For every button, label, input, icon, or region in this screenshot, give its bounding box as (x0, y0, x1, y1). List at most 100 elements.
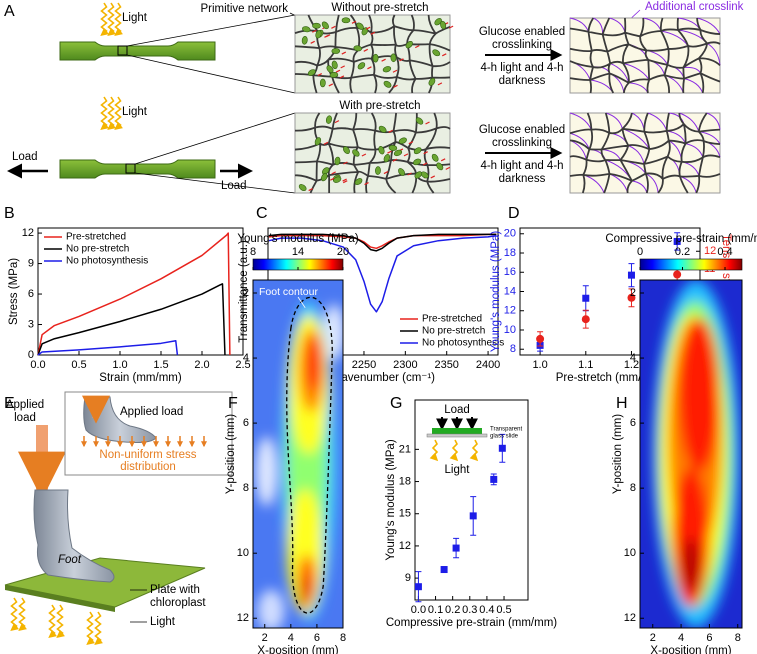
label: 4-h light and 4-h (480, 62, 563, 74)
light-arrow (107, 96, 116, 130)
glucose (340, 65, 345, 69)
plot-frame (252, 279, 344, 629)
y-tick-label: 2 (630, 287, 636, 299)
glucose (408, 141, 414, 145)
label: Load (12, 151, 38, 163)
label: crosslinking (492, 39, 552, 51)
point (440, 566, 448, 574)
colorbar-label: Young's modulus (MPa) (237, 233, 358, 245)
glucose (425, 121, 430, 125)
chloroplast (321, 21, 329, 30)
chloroplast (440, 20, 447, 30)
glucose (388, 129, 393, 133)
label: Glucose enabled (479, 26, 565, 38)
point (414, 583, 422, 591)
colorbar-label: Compressive pre-strain (mm/mm) (605, 233, 757, 245)
point (582, 294, 590, 302)
heat-field (640, 280, 742, 628)
y-tick-label: 0 (28, 349, 34, 361)
glucose (361, 153, 367, 157)
zoom-line (126, 54, 296, 94)
chloroplast (343, 146, 350, 155)
label: Foot (58, 554, 82, 566)
label: darkness (499, 173, 546, 185)
point (581, 315, 590, 324)
x-tick-label: 0.4 (479, 604, 494, 616)
chain (569, 112, 721, 194)
chloroplast (329, 72, 339, 78)
point (673, 270, 682, 279)
glucose (393, 84, 398, 88)
heat-blob (299, 575, 311, 611)
glucose (324, 34, 329, 38)
chloroplast (312, 22, 321, 29)
chloroplast (372, 53, 379, 63)
glucose (331, 171, 336, 175)
light-arrow (114, 2, 123, 36)
chloroplast (405, 40, 413, 49)
glucose (308, 187, 313, 192)
glucose (437, 82, 443, 86)
x-tick-label: 2300 (393, 359, 417, 371)
glucose (423, 151, 428, 155)
light-arrow (100, 2, 109, 36)
heat-blob (682, 537, 700, 594)
glucose (365, 26, 371, 30)
y-tick-label: 9 (405, 572, 411, 584)
x-axis-label: X-position (mm) (257, 645, 338, 654)
inset-slide (426, 433, 488, 438)
chloroplast (383, 80, 392, 88)
glucose (323, 141, 329, 145)
heat-blob (257, 589, 285, 628)
y-tick-label: 6 (630, 417, 636, 429)
light-arrow (100, 96, 109, 130)
glucose (312, 29, 317, 33)
zoom-box (125, 163, 136, 174)
x-axis-label: Strain (mm/mm) (99, 372, 182, 384)
y-tick-label: 14 (504, 285, 516, 297)
light-arrow (107, 2, 116, 36)
heat-blob (307, 335, 322, 392)
label: Glucose enabled (479, 124, 565, 136)
chloroplast (382, 66, 392, 73)
inset-label: glass slide (490, 434, 519, 440)
y-tick-label: 6 (243, 417, 249, 429)
glucose (363, 48, 369, 52)
y-tick-label: 4 (243, 352, 249, 364)
y-tick-label: 4 (630, 352, 636, 364)
chloroplast (413, 147, 422, 155)
light-arrow (48, 604, 57, 638)
heat-blobs (255, 300, 343, 628)
glucose (403, 153, 409, 157)
chloroplast (325, 115, 332, 124)
x-axis-label: Wavenumber (cm⁻¹) (331, 372, 435, 384)
glucose (387, 150, 392, 154)
panel-e-shapes (4, 391, 233, 612)
glucose (351, 20, 357, 24)
x-tick-label: 0.3 (462, 604, 477, 616)
colorbar-tick-label: 20 (337, 246, 349, 258)
specimen (59, 159, 216, 179)
y-tick-label: 12 (399, 540, 411, 552)
panel-label: B (4, 205, 15, 222)
chloroplast (378, 125, 387, 133)
chloroplast (434, 18, 442, 26)
inset-plate (432, 428, 482, 434)
chloroplast (375, 166, 381, 175)
chloroplast (388, 145, 398, 151)
y-axis-label: Stress (MPa) (8, 258, 20, 325)
heat-field (253, 280, 343, 628)
glucose (383, 171, 389, 175)
y-tick-label: 21 (399, 443, 411, 455)
y-tick-label: 10 (624, 547, 636, 559)
y-tick-label: 20 (504, 228, 516, 240)
data-line (37, 340, 179, 356)
x-tick-label: 0.0 (411, 604, 426, 616)
chloroplast (314, 137, 322, 146)
light-arrow (94, 611, 103, 645)
x-tick-label: 0.0 (30, 359, 45, 371)
x-tick-label: 0.5 (71, 359, 86, 371)
x-tick-label: 2.5 (235, 359, 250, 371)
point (498, 444, 506, 452)
crosslink (569, 112, 721, 194)
